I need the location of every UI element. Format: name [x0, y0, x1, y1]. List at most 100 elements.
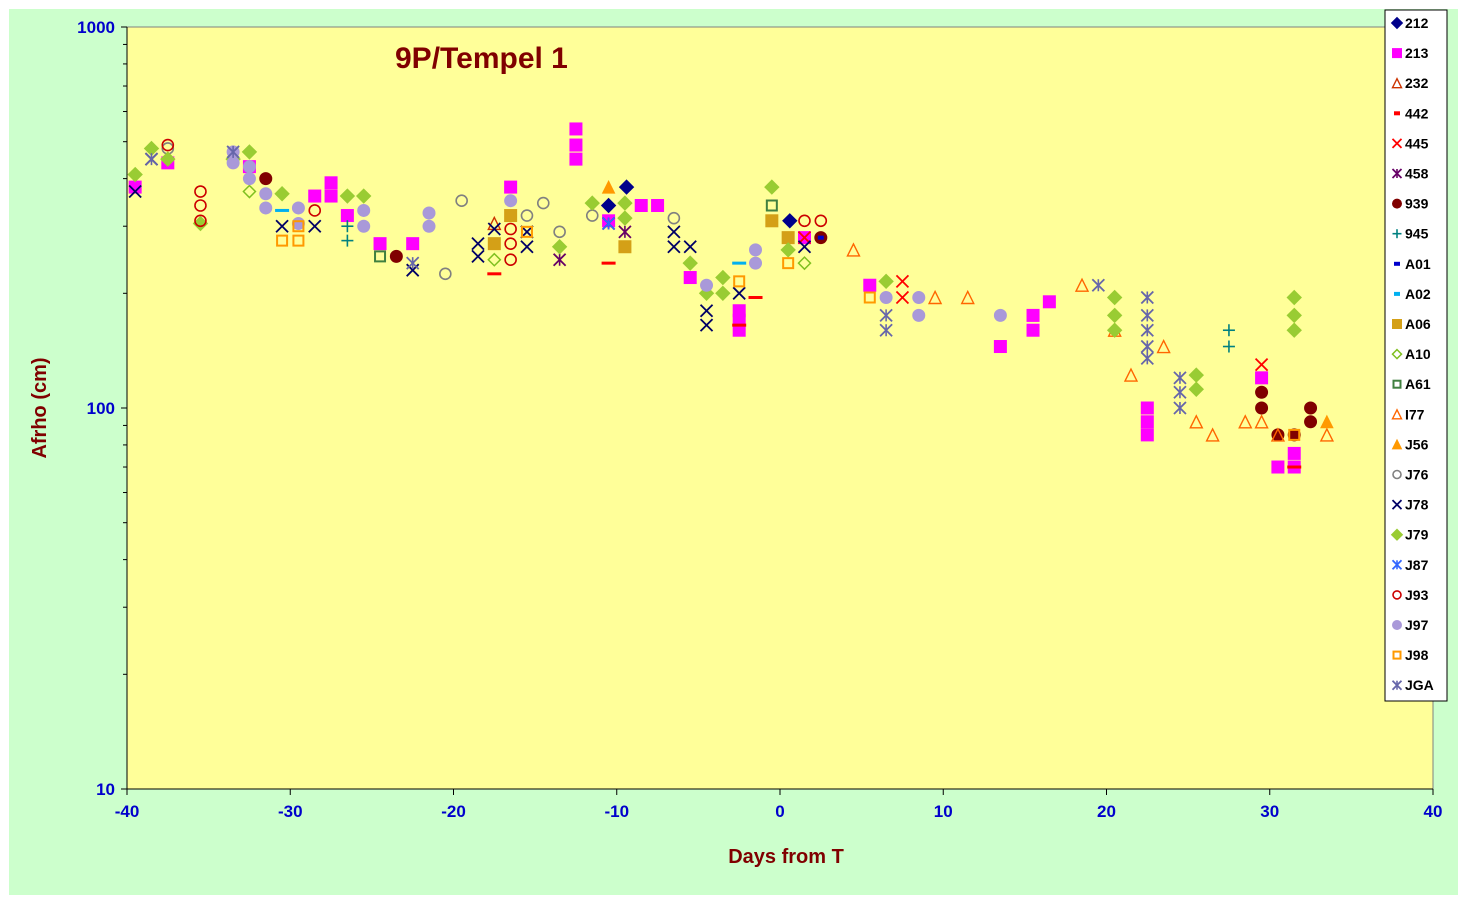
data-point-213 [1026, 308, 1040, 322]
data-point-213 [634, 199, 648, 213]
legend-label: 232 [1405, 75, 1429, 91]
legend-item-232: 232 [1391, 75, 1429, 91]
data-point-j78 [471, 237, 485, 251]
y-tick-label: 10 [96, 780, 115, 799]
data-point-j97 [912, 308, 926, 322]
data-point-j79 [192, 215, 209, 232]
data-point-i77 [1319, 427, 1335, 442]
data-point-j79 [617, 210, 633, 226]
legend-marker [1394, 261, 1400, 266]
data-point-939 [1255, 385, 1269, 399]
data-point-j76 [520, 209, 534, 222]
data-point-jga [226, 145, 240, 159]
data-point-j79 [1286, 307, 1302, 324]
data-point-a06 [781, 231, 795, 245]
legend-item-a02: A02 [1394, 286, 1431, 302]
data-point-j78 [732, 286, 746, 300]
legend-item-458: 458 [1391, 166, 1429, 182]
data-point-j87 [601, 216, 616, 231]
axes: -40 -30 -20 -10 0 10 20 30 40 10 100 1000 [77, 18, 1442, 821]
data-point-a61 [765, 199, 778, 212]
data-point-442 [487, 272, 502, 276]
legend-label: 442 [1405, 105, 1429, 121]
legend-item-213: 213 [1392, 45, 1429, 61]
x-tick-label: 20 [1097, 802, 1116, 821]
data-point-212 [600, 197, 617, 214]
data-point-jga [1140, 323, 1154, 337]
data-point-j93 [504, 222, 517, 236]
data-point-i77 [1270, 427, 1286, 442]
data-point-j97 [242, 172, 256, 186]
data-point-jga [879, 323, 893, 337]
legend-marker [1394, 291, 1400, 296]
legend-label: A01 [1405, 256, 1431, 272]
data-point-j76 [553, 225, 566, 239]
plot-area [126, 26, 1434, 790]
x-axis-title: Days from T [728, 846, 844, 868]
legend-marker [1392, 48, 1402, 59]
data-point-445 [1254, 357, 1269, 372]
data-point-939 [1255, 401, 1269, 415]
data-point-j97 [291, 201, 305, 215]
data-point-j93 [504, 237, 517, 250]
series-442 [487, 261, 1302, 469]
legend-marker [1391, 680, 1403, 691]
data-point-213 [373, 237, 387, 251]
data-point-j78 [128, 184, 142, 199]
data-point-442 [732, 323, 747, 327]
legend-marker [1392, 650, 1402, 660]
legend-marker [1391, 77, 1403, 89]
data-point-a61 [374, 250, 387, 263]
legend-label: J97 [1405, 617, 1429, 633]
legend-label: 458 [1405, 166, 1429, 182]
data-point-445 [895, 274, 910, 288]
data-point-945 [341, 234, 354, 247]
data-point-j93 [161, 138, 175, 152]
data-point-213 [1140, 401, 1154, 415]
data-point-jga [879, 308, 893, 323]
legend-label: 445 [1405, 135, 1429, 151]
data-point-j79 [274, 186, 290, 202]
series-213 [128, 122, 1301, 474]
legend: 212 213 232 442 445 458 939 945 A01 A02 A06 A10 A61 I… [1384, 9, 1448, 702]
series-a02 [275, 208, 747, 265]
data-point-j93 [308, 204, 322, 217]
x-tick-label: -10 [604, 802, 629, 821]
data-point-a06 [765, 214, 779, 228]
data-point-j78 [683, 240, 697, 254]
legend-item-jga: JGA [1391, 677, 1434, 693]
data-point-j98 [1288, 428, 1301, 441]
data-point-jga [1140, 290, 1154, 305]
data-point-jga [1140, 339, 1154, 354]
data-point-j76 [536, 196, 550, 210]
series-j79 [127, 140, 1302, 397]
data-point-j78 [699, 318, 714, 332]
data-point-a10 [242, 184, 257, 199]
data-point-j98 [520, 225, 533, 238]
data-point-j97 [259, 201, 273, 215]
data-point-j79 [1106, 307, 1123, 324]
legend-marker [1391, 348, 1403, 360]
data-point-j97 [700, 278, 714, 292]
data-point-j79 [584, 195, 600, 211]
data-point-213 [1026, 323, 1040, 337]
data-point-a06 [504, 209, 518, 223]
data-point-j97 [357, 203, 371, 217]
data-point-a02 [275, 208, 290, 212]
data-point-j98 [782, 257, 795, 270]
data-point-j79 [127, 166, 143, 183]
data-point-939 [1304, 415, 1318, 429]
data-point-j79 [339, 188, 356, 204]
data-point-j78 [699, 304, 714, 318]
legend-marker [1391, 138, 1403, 149]
data-point-j97 [912, 290, 926, 304]
data-point-j97 [242, 160, 256, 174]
data-point-445 [895, 290, 910, 305]
data-point-j78 [308, 219, 322, 233]
data-point-939 [1304, 401, 1318, 415]
data-point-i77 [1238, 414, 1253, 429]
data-point-213 [1255, 371, 1269, 385]
data-point-213 [683, 271, 697, 285]
data-point-442 [601, 261, 616, 265]
data-point-j98 [292, 234, 305, 247]
